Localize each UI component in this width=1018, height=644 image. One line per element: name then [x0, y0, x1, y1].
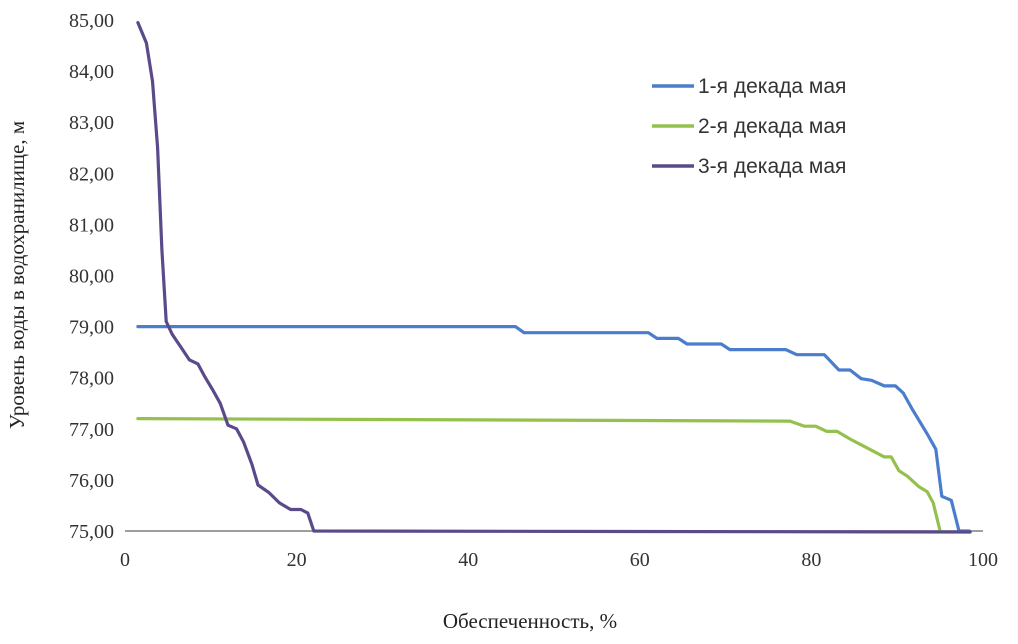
- legend-label: 2-я декада мая: [698, 115, 846, 138]
- series-line-3: [136, 21, 972, 534]
- x-tick-label: 20: [287, 549, 307, 571]
- series-lines: [136, 21, 972, 534]
- y-tick-label: 84,00: [69, 61, 114, 83]
- y-tick-label: 80,00: [69, 266, 114, 288]
- x-tick-label: 60: [630, 549, 650, 571]
- x-axis-ticks: 0 20 40 60 80 100: [120, 549, 998, 571]
- legend-label: 1-я декада мая: [698, 75, 846, 98]
- x-tick-label: 40: [458, 549, 478, 571]
- y-tick-label: 77,00: [69, 419, 114, 441]
- y-tick-label: 75,00: [69, 521, 114, 543]
- y-tick-label: 82,00: [69, 163, 114, 185]
- y-tick-label: 78,00: [69, 368, 114, 390]
- y-tick-label: 81,00: [69, 214, 114, 236]
- y-tick-label: 76,00: [69, 470, 114, 492]
- x-tick-label: 100: [968, 549, 998, 571]
- series-line-1: [136, 325, 971, 533]
- y-axis-title: Уровень воды в водохранилище, м: [5, 121, 29, 429]
- y-tick-label: 83,00: [69, 112, 114, 134]
- legend: 1-я декада мая 2-я декада мая 3-я декада м…: [652, 75, 846, 178]
- x-axis-title: Обеспеченность, %: [443, 609, 617, 633]
- series-line-2: [136, 417, 942, 533]
- y-axis-ticks: 75,00 76,00 77,00 78,00 79,00 80,00 81,00 82,00…: [69, 10, 114, 543]
- y-tick-label: 79,00: [69, 317, 114, 339]
- x-tick-label: 80: [801, 549, 821, 571]
- legend-label: 3-я декада мая: [698, 155, 846, 178]
- x-tick-label: 0: [120, 549, 130, 571]
- y-tick-label: 85,00: [69, 10, 114, 32]
